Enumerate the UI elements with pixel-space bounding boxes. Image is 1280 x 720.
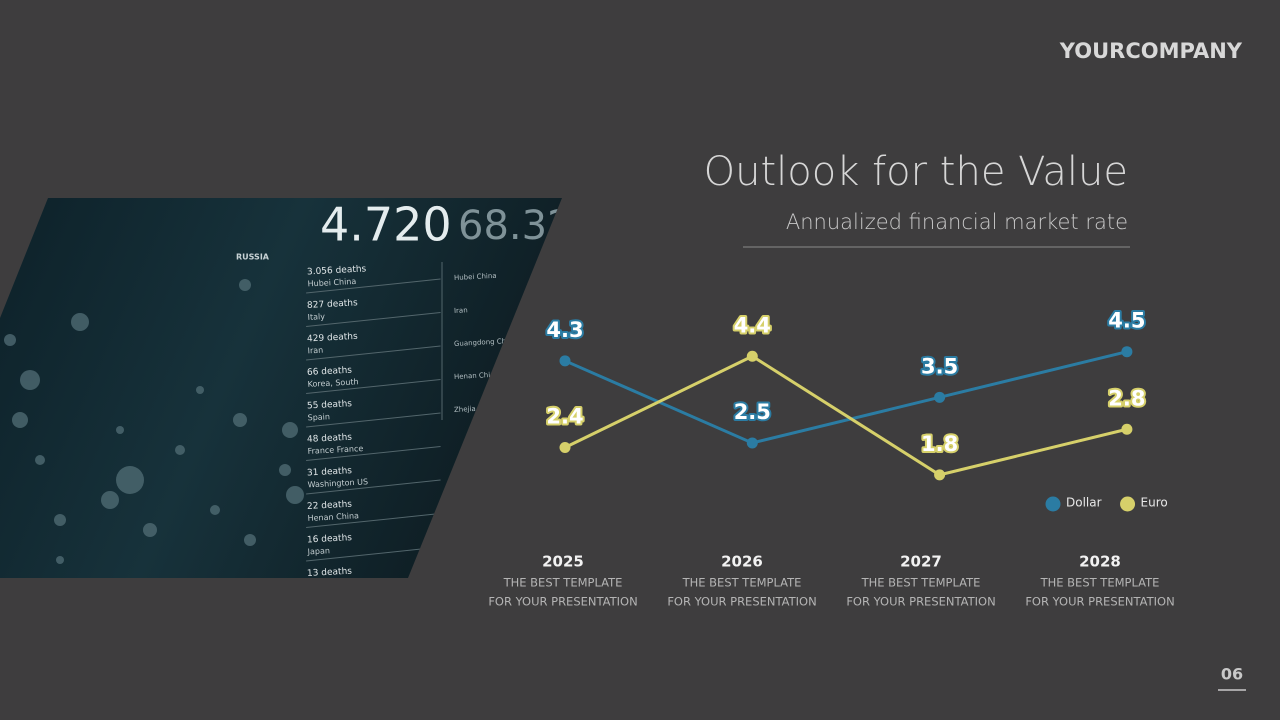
data-label: 3.5 bbox=[921, 354, 958, 378]
point bbox=[559, 355, 571, 367]
point bbox=[746, 437, 758, 449]
point bbox=[1121, 423, 1133, 435]
x-category: 2028 bbox=[1079, 553, 1121, 571]
photo-entry-place: Iran bbox=[307, 346, 323, 356]
photo-entry-rule bbox=[306, 546, 441, 562]
x-category: 2025 bbox=[542, 553, 584, 571]
photo-entry-place: Henan China bbox=[307, 511, 359, 523]
point bbox=[1121, 346, 1133, 358]
point bbox=[746, 350, 758, 362]
map-dots bbox=[4, 279, 304, 564]
legend-label: Euro bbox=[1141, 496, 1168, 510]
photo-entry-place: Japan bbox=[306, 546, 330, 556]
photo-entry-place: Italy bbox=[307, 312, 325, 322]
data-label: 4.3 bbox=[546, 318, 583, 342]
data-label: 2.8 bbox=[1108, 386, 1145, 410]
photo-entry-rule bbox=[306, 278, 441, 294]
brand: YOURCOMPANY bbox=[1059, 39, 1243, 63]
photo-side-entry: Zhejia bbox=[454, 405, 476, 414]
category-caption: THE BEST TEMPLATE bbox=[1040, 576, 1160, 590]
category-caption: THE BEST TEMPLATE bbox=[682, 576, 802, 590]
photo-entry-place: Hubei China bbox=[307, 277, 356, 289]
category-caption: THE BEST TEMPLATE bbox=[861, 576, 981, 590]
point bbox=[934, 391, 946, 403]
legend-label: Dollar bbox=[1066, 496, 1102, 510]
photo-side-entry: Hubei China bbox=[454, 272, 497, 282]
legend-swatch bbox=[1120, 496, 1136, 512]
point bbox=[934, 469, 946, 481]
photo-entry-count: 48 deaths bbox=[307, 433, 353, 445]
photo-entry-count: 13 deaths bbox=[307, 567, 353, 579]
chart-subtitle: Annualized financial market rate bbox=[786, 210, 1128, 234]
legend-swatch bbox=[1045, 496, 1061, 512]
category-caption: FOR YOUR PRESENTATION bbox=[1025, 595, 1174, 609]
photo-entry: 13 deathsChina bbox=[307, 567, 353, 579]
data-label: 2.4 bbox=[546, 405, 583, 429]
chart-title: Outlook for the Value bbox=[704, 149, 1128, 195]
photo-entry-rule bbox=[306, 345, 441, 361]
photo-region: RUSSIA bbox=[236, 253, 270, 262]
photo-side-entry: Guangdong Ch bbox=[454, 337, 507, 348]
photo-entry-rule bbox=[306, 412, 441, 428]
category-caption: FOR YOUR PRESENTATION bbox=[488, 595, 637, 609]
photo-entry-rule bbox=[306, 445, 441, 462]
data-label: 1.8 bbox=[921, 432, 958, 456]
photo-side-entry: Iran bbox=[454, 306, 468, 315]
photo-entry-place: Korea, South bbox=[307, 377, 358, 389]
photo-entry-count: 3.056 deaths bbox=[307, 264, 367, 277]
photo-entry-rule bbox=[306, 311, 441, 328]
data-label: 2.5 bbox=[734, 400, 771, 424]
photo-side-entry: Henan Chi bbox=[454, 371, 491, 381]
category-caption: THE BEST TEMPLATE bbox=[503, 576, 623, 590]
x-category: 2026 bbox=[721, 553, 763, 571]
point bbox=[559, 442, 571, 453]
photo-entry-count: 66 deaths bbox=[307, 366, 353, 378]
photo-entry-rule bbox=[306, 378, 441, 395]
photo-entry-count: 55 deaths bbox=[307, 399, 353, 411]
photo-entry-place: Washington US bbox=[307, 477, 368, 489]
page-number: 06 bbox=[1221, 665, 1243, 684]
x-category: 2027 bbox=[900, 553, 942, 571]
photo-entry-rule bbox=[306, 479, 441, 495]
photo-entry-place: France France bbox=[307, 444, 363, 456]
series-line bbox=[564, 354, 1128, 477]
data-label: 4.4 bbox=[734, 313, 771, 337]
photo-entry-count: 31 deaths bbox=[307, 466, 353, 478]
category-caption: FOR YOUR PRESENTATION bbox=[846, 595, 995, 609]
photo-entry-count: 429 deaths bbox=[307, 332, 358, 345]
photo-entry-count: 827 deaths bbox=[307, 298, 358, 311]
photo-entry-place: Spain bbox=[307, 412, 330, 422]
photo-entry-count: 16 deaths bbox=[307, 533, 353, 545]
category-caption: FOR YOUR PRESENTATION bbox=[667, 595, 816, 609]
data-label: 4.5 bbox=[1108, 309, 1145, 333]
photo-headline: 4.720 bbox=[320, 198, 452, 252]
photo-entry-rule bbox=[306, 512, 441, 529]
photo-entry-count: 22 deaths bbox=[307, 500, 353, 512]
